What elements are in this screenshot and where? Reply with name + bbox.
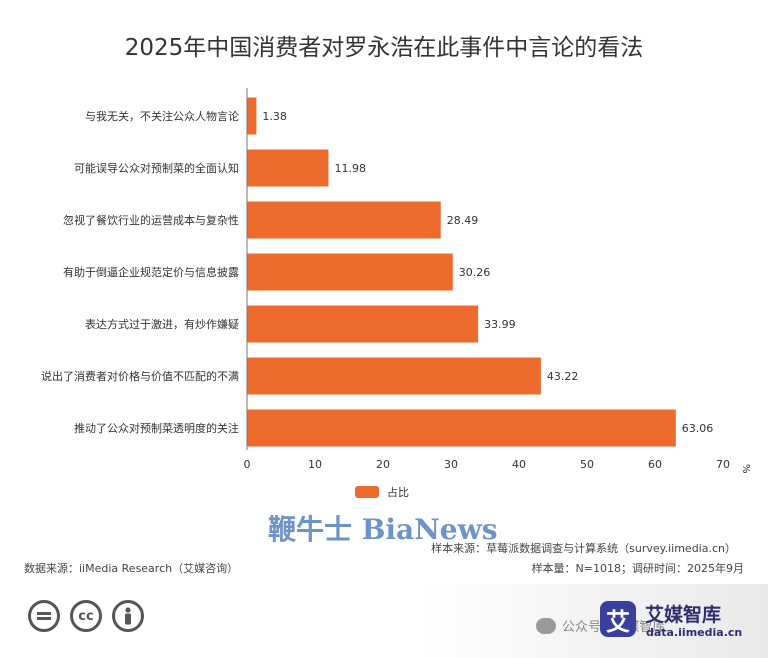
chart-title: 2025年中国消费者对罗永浩在此事件中言论的看法 <box>124 35 644 61</box>
category-label: 与我无关，不关注公众人物言论 <box>85 109 239 123</box>
x-tick-label: 0 <box>244 458 251 471</box>
category-label: 忽视了餐饮行业的运营成本与复杂性 <box>63 213 239 227</box>
x-tick-label: 40 <box>512 458 526 471</box>
watermark: 鞭牛士 BiaNews <box>268 513 498 546</box>
data-source: 数据来源：iiMedia Research（艾媒咨询） <box>24 562 239 575</box>
x-tick-label: 20 <box>376 458 390 471</box>
data-label: 63.06 <box>682 422 714 435</box>
legend-swatch <box>355 486 379 498</box>
license-icons: cc <box>28 600 144 632</box>
bar <box>247 253 453 291</box>
bar <box>247 409 676 447</box>
bar-chart: 与我无关，不关注公众人物言论 1.38 可能误导公众对预制菜的全面认知 11.98 忽视… <box>41 88 752 474</box>
data-label: 28.49 <box>447 214 479 227</box>
category-label: 说出了消费者对价格与价值不匹配的不满 <box>41 369 239 383</box>
bar <box>247 97 257 135</box>
x-tick-label: 30 <box>444 458 458 471</box>
x-tick-label: 50 <box>580 458 594 471</box>
bar <box>247 201 441 239</box>
sample-source: 样本来源：草莓派数据调查与计算系统（survey.iimedia.cn） <box>431 542 736 555</box>
category-label: 表达方式过于激进，有炒作嫌疑 <box>85 317 239 331</box>
equals-icon <box>28 600 60 632</box>
brand-url: data.iimedia.cn <box>646 626 743 639</box>
brand-logo: 艾 <box>600 601 636 637</box>
category-label: 可能误导公众对预制菜的全面认知 <box>74 161 239 175</box>
data-label: 30.26 <box>459 266 491 279</box>
data-label: 1.38 <box>262 110 287 123</box>
legend-label: 占比 <box>387 486 409 499</box>
x-tick-label: 60 <box>648 458 662 471</box>
wechat-icon <box>536 617 556 634</box>
bar <box>247 357 541 395</box>
data-label: 11.98 <box>334 162 366 175</box>
bar <box>247 149 329 187</box>
x-unit-label: % <box>740 464 751 474</box>
bars-layer: 与我无关，不关注公众人物言论 1.38 可能误导公众对预制菜的全面认知 11.98 忽视… <box>41 97 714 447</box>
category-label: 推动了公众对预制菜透明度的关注 <box>74 421 239 435</box>
sample-info: 样本量：N=1018；调研时间：2025年9月 <box>531 562 744 575</box>
data-label: 33.99 <box>484 318 515 331</box>
x-tick-label: 10 <box>308 458 322 471</box>
category-label: 有助于倒逼企业规范定价与信息披露 <box>63 265 239 279</box>
x-tick-label: 70 <box>716 458 730 471</box>
brand-name: 艾媒智库 <box>645 604 722 626</box>
cc-icon: cc <box>70 600 102 632</box>
bar <box>247 305 479 343</box>
x-ticks-layer: 0 10 20 30 40 50 60 70% <box>244 458 752 474</box>
data-label: 43.22 <box>547 370 579 383</box>
legend: 占比 <box>355 484 409 500</box>
person-icon <box>112 600 144 632</box>
